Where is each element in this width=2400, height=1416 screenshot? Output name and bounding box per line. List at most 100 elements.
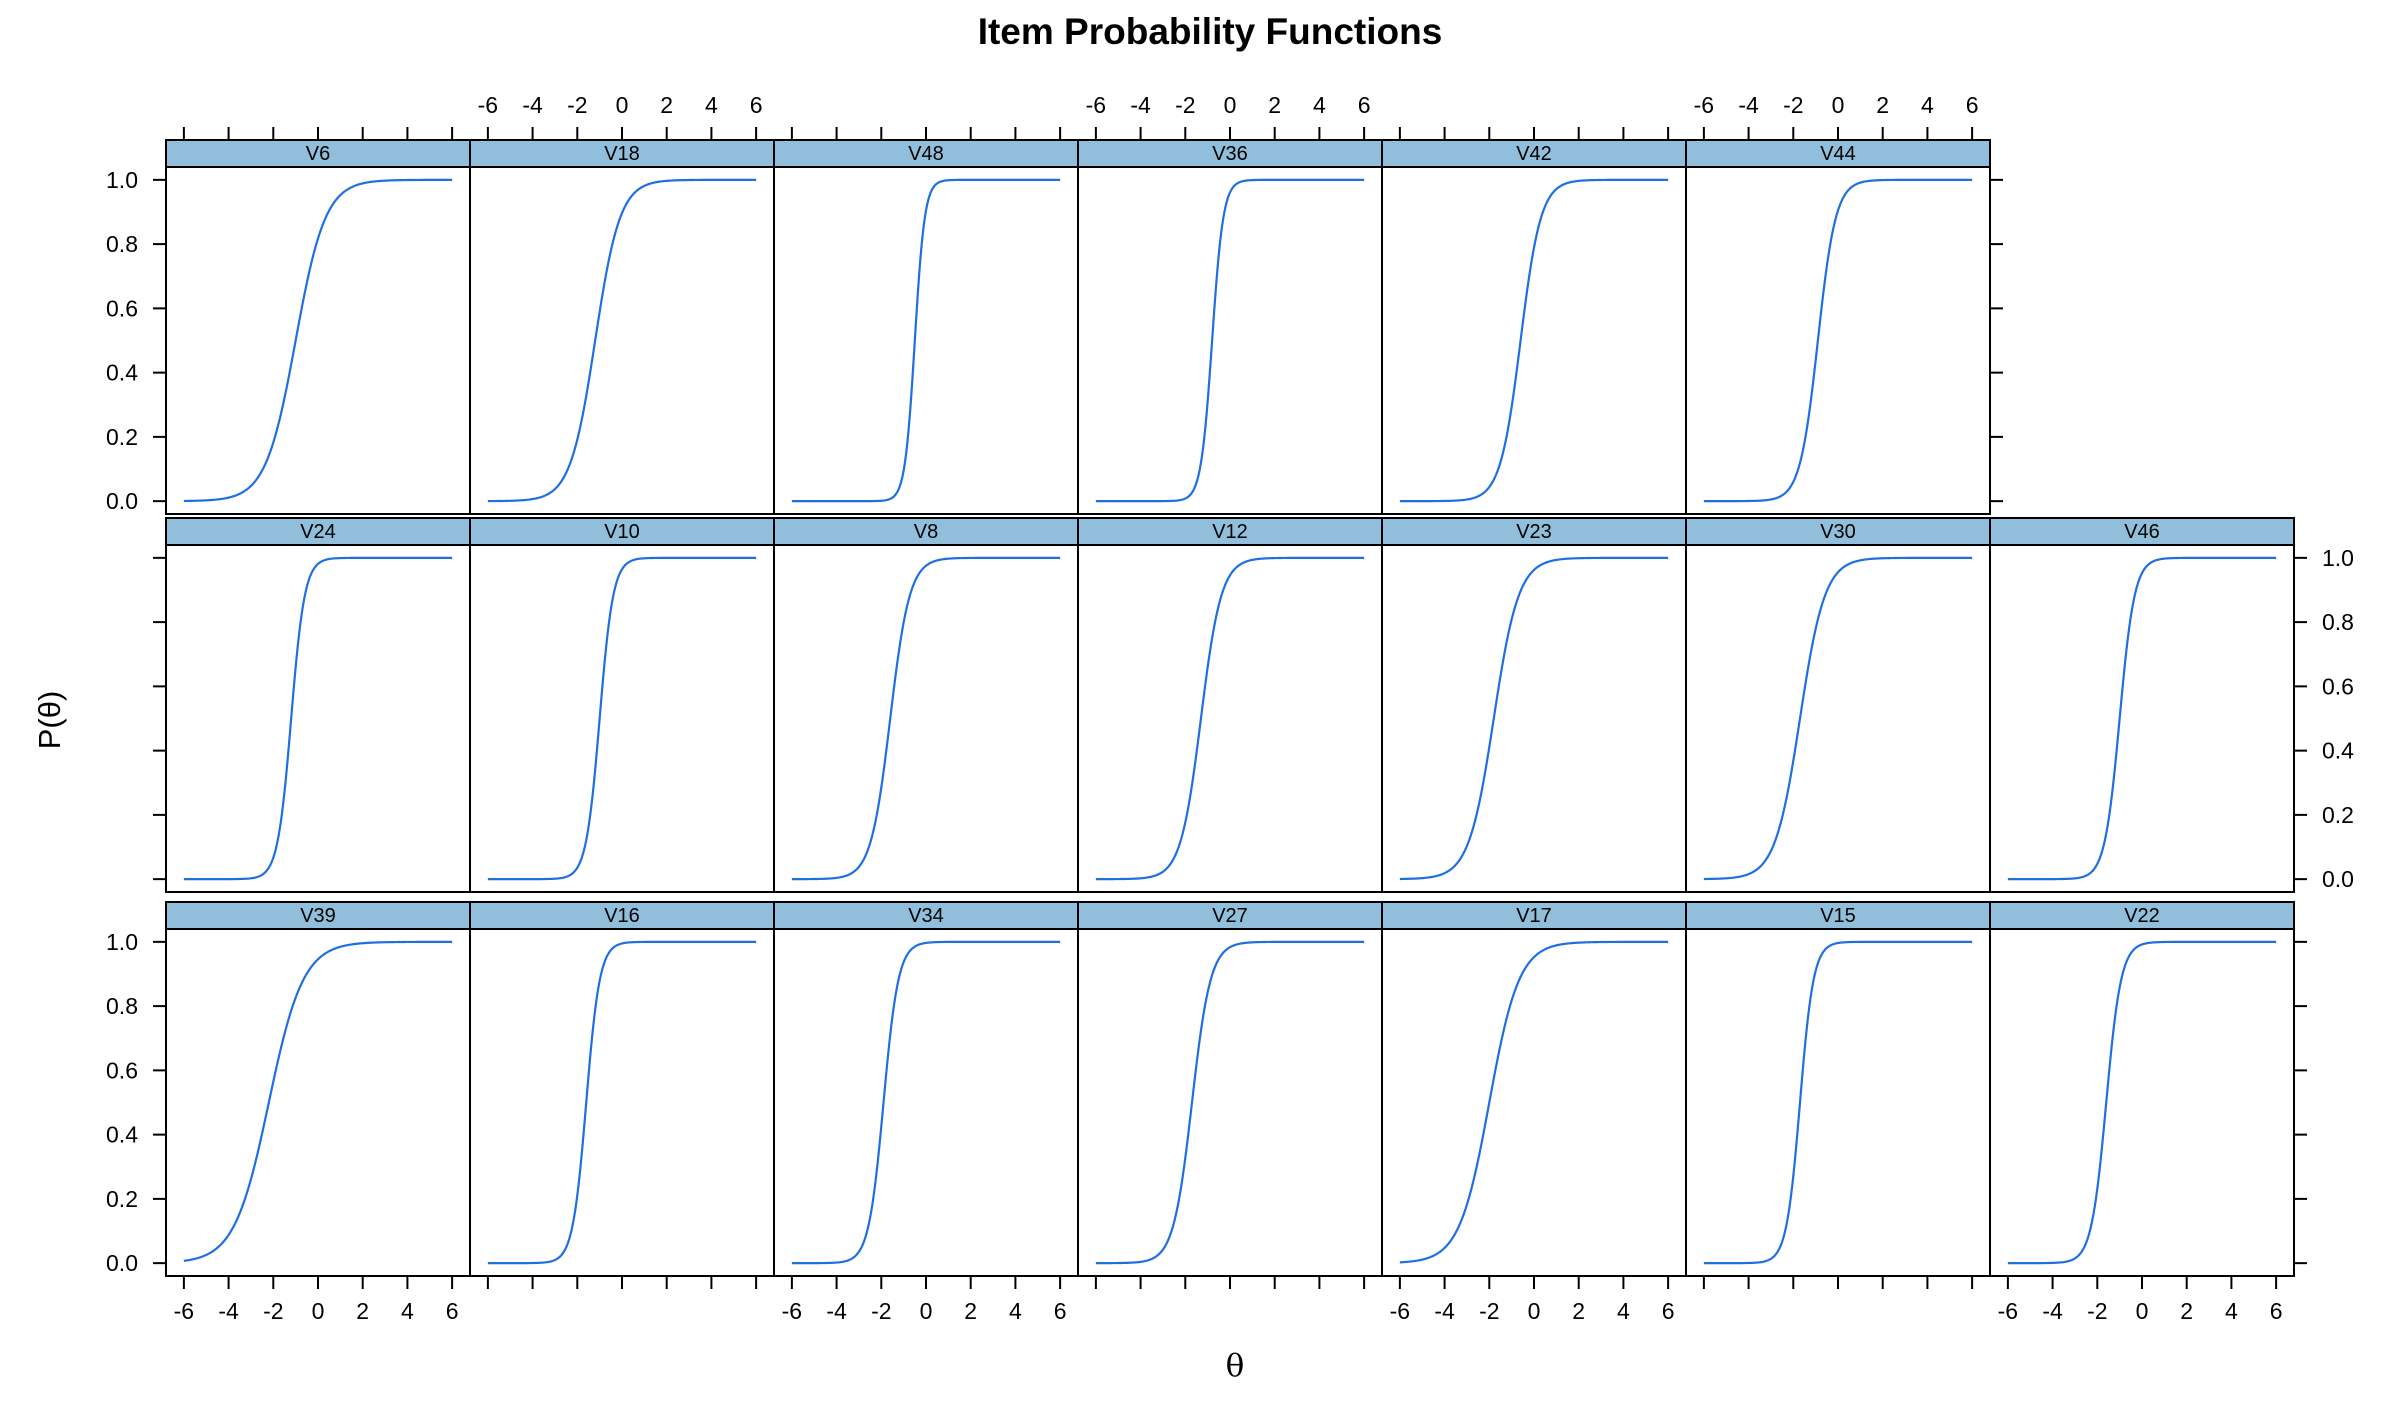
panel-v17: V17 (1381, 901, 1687, 1277)
panel-v6: V6 (165, 139, 471, 515)
panel-frame (1077, 544, 1383, 893)
x-tick-label: 0 (1224, 92, 1237, 118)
x-axis-top (790, 127, 1062, 140)
panel-frame (1077, 166, 1383, 515)
panel-frame (1077, 928, 1383, 1277)
strip-label: V10 (604, 521, 640, 543)
strip-label: V34 (908, 905, 944, 927)
y-axis-right (1990, 178, 2003, 503)
x-axis-top: -6 -4 -2 0 2 4 6 (1694, 92, 1979, 140)
panel-v39: V39 (165, 901, 471, 1277)
x-tick-label: 6 (2270, 1298, 2283, 1324)
x-tick-label: 6 (1966, 92, 1979, 118)
strip-label: V15 (1820, 905, 1856, 927)
x-tick-label: 0 (1528, 1298, 1541, 1324)
x-tick-label: 2 (964, 1298, 977, 1324)
x-tick-label: -4 (826, 1298, 847, 1324)
y-tick-label: 0.2 (106, 1186, 138, 1212)
panel-frame (165, 928, 471, 1277)
x-tick-label: -2 (263, 1298, 283, 1324)
y-axis-right: 0.0 0.2 0.4 0.6 0.8 1.0 (2294, 545, 2354, 892)
strip-v46 (1989, 517, 2295, 546)
strip-label: V42 (1516, 143, 1552, 165)
curve-v17 (1399, 940, 1669, 1264)
strip-label: V12 (1212, 521, 1248, 543)
strip-v23 (1381, 517, 1687, 546)
curve-v8 (791, 556, 1061, 881)
strip-label: V17 (1516, 905, 1552, 927)
curve-v10 (487, 556, 757, 881)
panel-v8: V8 (773, 517, 1079, 893)
curve-v42 (1399, 178, 1669, 503)
panel-frame (1381, 544, 1687, 893)
strip-v42 (1381, 139, 1687, 168)
chart-title: Item Probability Functions (978, 11, 1443, 52)
panel-frame (1989, 544, 2295, 893)
strip-label: V23 (1516, 521, 1552, 543)
x-tick-label: 4 (1617, 1298, 1630, 1324)
strip-v24 (165, 517, 471, 546)
strip-v8 (773, 517, 1079, 546)
curve-v30 (1703, 556, 1973, 881)
strip-label: V30 (1820, 521, 1856, 543)
panel-v30: V30 (1685, 517, 1991, 893)
curve-v48 (791, 178, 1061, 503)
y-axis-label: P(θ) (32, 691, 67, 750)
x-tick-label: 6 (750, 92, 763, 118)
x-tick-label: -4 (218, 1298, 239, 1324)
y-axis-right (2294, 940, 2307, 1265)
y-tick-label: 0.0 (106, 488, 138, 514)
x-tick-label: 0 (616, 92, 629, 118)
y-tick-label: 0.8 (106, 231, 138, 257)
y-tick-label: 1.0 (106, 929, 138, 955)
y-tick-label: 0.4 (106, 360, 138, 386)
x-tick-label: 2 (356, 1298, 369, 1324)
panel-v23: V23 (1381, 517, 1687, 893)
panel-v44: V44 (1685, 139, 1991, 515)
y-axis-left: 0.0 0.2 0.4 0.6 0.8 1.0 (106, 167, 166, 514)
panel-v24: V24 (165, 517, 471, 893)
strip-label: V46 (2124, 521, 2160, 543)
x-tick-label: -6 (174, 1298, 194, 1324)
y-tick-label: 1.0 (106, 167, 138, 193)
x-tick-label: 2 (1572, 1298, 1585, 1324)
x-tick-label: -2 (2087, 1298, 2107, 1324)
curve-v23 (1399, 556, 1669, 881)
strip-v48 (773, 139, 1079, 168)
y-tick-label: 1.0 (2322, 545, 2354, 571)
x-axis-bottom (486, 1276, 758, 1289)
x-axis-bottom: -6 -4 -2 0 2 4 6 (1998, 1276, 2283, 1324)
x-axis-top (182, 127, 454, 140)
x-tick-label: 6 (1054, 1298, 1067, 1324)
strip-label: V24 (300, 521, 336, 543)
y-tick-label: 0.6 (106, 1057, 138, 1083)
y-tick-label: 0.2 (2322, 802, 2354, 828)
curve-v27 (1095, 940, 1365, 1265)
y-tick-label: 0.0 (2322, 866, 2354, 892)
panel-v18: V18 (469, 139, 775, 515)
x-tick-label: -4 (522, 92, 543, 118)
panel-frame (773, 928, 1079, 1277)
panel-frame (773, 544, 1079, 893)
x-tick-label: -2 (1783, 92, 1803, 118)
x-tick-label: -2 (1479, 1298, 1499, 1324)
y-tick-label: 0.4 (2322, 738, 2354, 764)
x-tick-label: 4 (1313, 92, 1326, 118)
panel-v12: V12 (1077, 517, 1383, 893)
strip-v44 (1685, 139, 1991, 168)
x-tick-label: 6 (1358, 92, 1371, 118)
x-tick-label: -4 (1130, 92, 1151, 118)
panel-v48: V48 (773, 139, 1079, 515)
curve-v24 (183, 556, 453, 881)
panel-v46: V46 (1989, 517, 2295, 893)
x-tick-label: 4 (401, 1298, 414, 1324)
curve-v36 (1095, 178, 1365, 503)
strip-label: V6 (306, 143, 330, 165)
x-tick-label: -6 (1390, 1298, 1410, 1324)
curve-v34 (791, 940, 1061, 1265)
x-tick-label: 0 (312, 1298, 325, 1324)
strip-label: V22 (2124, 905, 2160, 927)
strip-label: V36 (1212, 143, 1248, 165)
y-tick-label: 0.8 (106, 993, 138, 1019)
curve-v15 (1703, 940, 1973, 1265)
